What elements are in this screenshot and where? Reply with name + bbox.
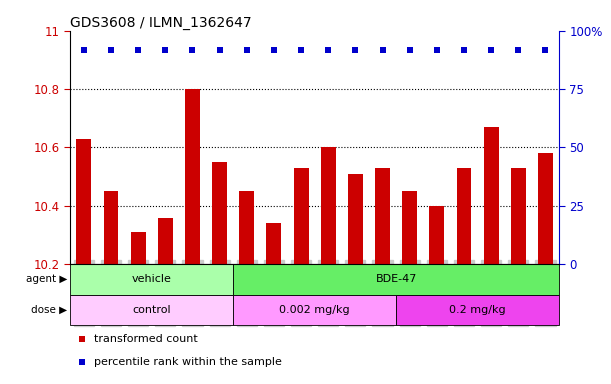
Bar [158,217,173,264]
Bar [511,168,526,264]
Point [188,46,197,53]
Text: transformed count: transformed count [93,334,197,344]
Point [161,46,170,53]
Point [78,336,87,343]
Text: control: control [133,305,171,315]
Bar [266,223,282,264]
Point [432,46,442,53]
Point [296,46,306,53]
Point [79,46,89,53]
Point [459,46,469,53]
Bar [103,191,119,264]
Text: vehicle: vehicle [132,275,172,285]
Point [378,46,387,53]
Text: GDS3608 / ILMN_1362647: GDS3608 / ILMN_1362647 [70,16,252,30]
Bar [294,168,309,264]
Point [78,359,87,365]
Bar [70,295,233,325]
Bar [240,191,254,264]
Point [106,46,116,53]
Bar [233,264,559,295]
Text: percentile rank within the sample: percentile rank within the sample [93,357,282,367]
Bar [430,206,444,264]
Point [405,46,415,53]
Bar [321,147,335,264]
Bar [456,168,472,264]
Bar [348,174,363,264]
Point [214,46,224,53]
Text: 0.002 mg/kg: 0.002 mg/kg [279,305,350,315]
Bar [70,264,233,295]
Point [133,46,143,53]
Text: agent ▶: agent ▶ [26,275,67,285]
Point [541,46,551,53]
Text: BDE-47: BDE-47 [375,275,417,285]
Bar [396,295,559,325]
Text: dose ▶: dose ▶ [31,305,67,315]
Point [242,46,252,53]
Bar [233,295,396,325]
Bar [131,232,145,264]
Bar [375,168,390,264]
Text: 0.2 mg/kg: 0.2 mg/kg [449,305,506,315]
Point [323,46,333,53]
Point [351,46,360,53]
Bar [185,89,200,264]
Point [269,46,279,53]
Bar [538,153,553,264]
Bar [212,162,227,264]
Bar [484,127,499,264]
Bar [402,191,417,264]
Bar [76,139,91,264]
Point [486,46,496,53]
Point [513,46,523,53]
